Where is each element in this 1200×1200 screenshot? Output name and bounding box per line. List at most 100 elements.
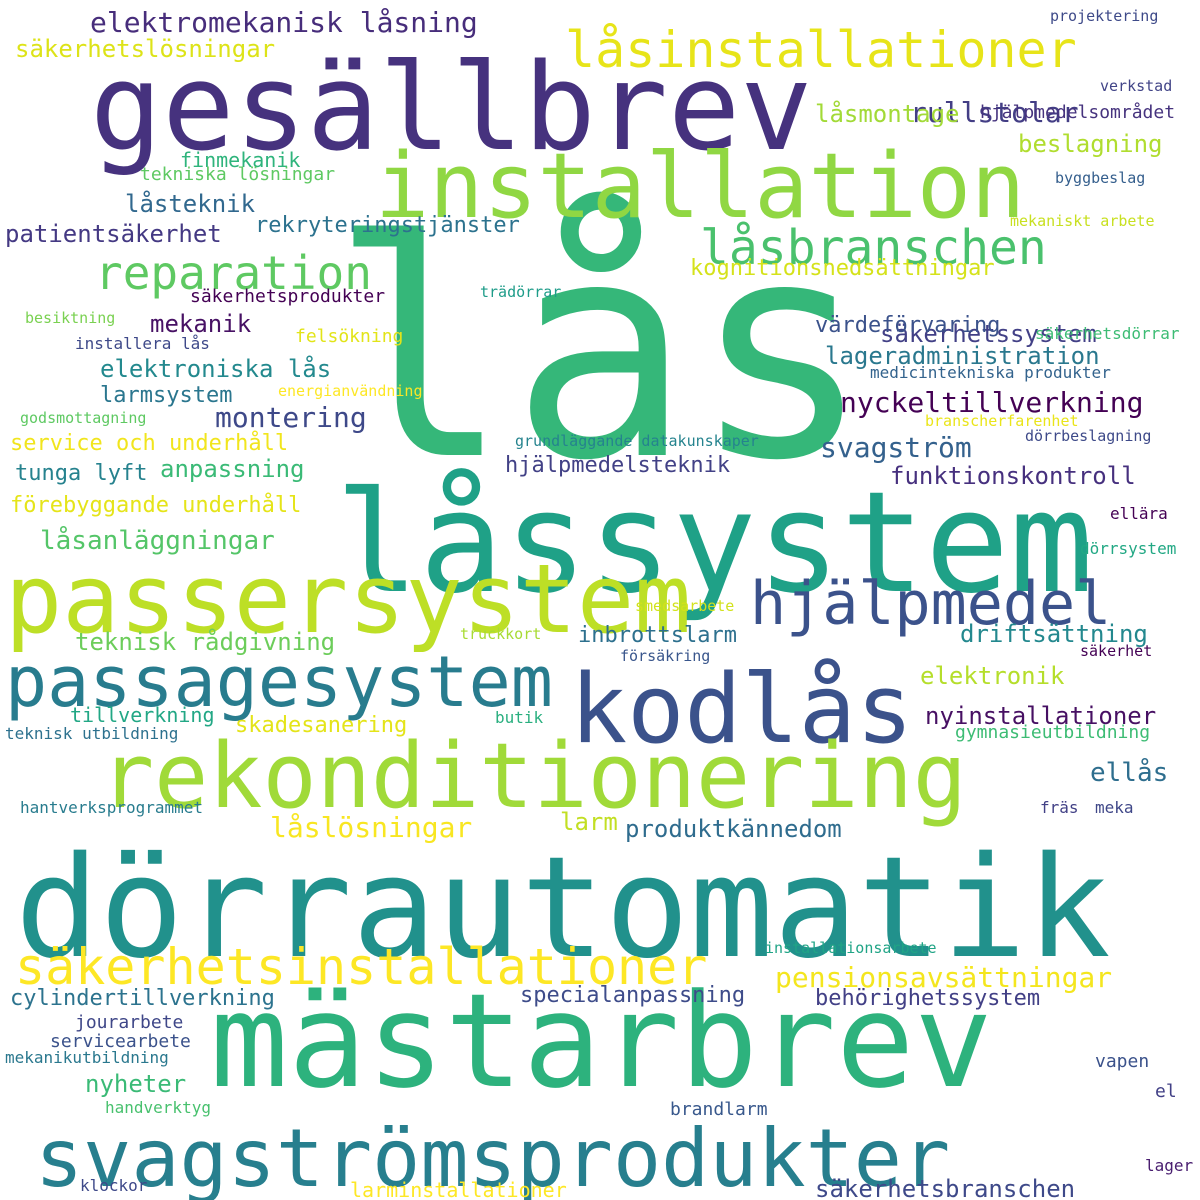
cloud-word: mekanik — [150, 310, 252, 338]
cloud-word: butik — [495, 708, 544, 727]
cloud-word: nyheter — [85, 1070, 187, 1098]
cloud-word: elektromekanisk låsning — [90, 6, 478, 39]
cloud-word: teknisk utbildning — [5, 724, 179, 743]
cloud-word: svagströmsprodukter — [35, 1112, 951, 1200]
cloud-word: säkerhetslösningar — [15, 35, 276, 63]
cloud-word: installera lås — [75, 334, 210, 353]
cloud-word: låssystem — [335, 462, 1094, 625]
cloud-word: svagström — [820, 431, 972, 464]
cloud-word: vapen — [1095, 1051, 1150, 1072]
cloud-word: el — [1155, 1081, 1177, 1102]
cloud-word: gesällbrev — [90, 39, 813, 178]
cloud-word: finmekanik — [180, 148, 301, 172]
cloud-word: låsmontage — [815, 100, 960, 128]
cloud-word: tunga lyft — [15, 461, 148, 486]
cloud-word: service och underhåll — [10, 431, 289, 456]
cloud-word: truckkort — [460, 625, 542, 643]
cloud-word: låsbranschen — [700, 220, 1047, 276]
cloud-word: godsmottagning — [20, 409, 147, 427]
cloud-word: felsökning — [295, 326, 404, 347]
cloud-word: tillverkning — [70, 703, 215, 727]
cloud-word: dörrsystem — [1080, 539, 1177, 558]
cloud-word: hjälpmedelsteknik — [505, 453, 731, 478]
cloud-word: specialanpassning — [520, 983, 746, 1008]
cloud-word: installation — [375, 134, 1026, 239]
cloud-word: larmsystem — [100, 383, 233, 408]
cloud-word: funktionskontroll — [890, 462, 1136, 490]
cloud-word: försäkring — [620, 647, 711, 665]
cloud-word: medicintekniska produkter — [870, 363, 1111, 382]
cloud-word: cylindertillverkning — [10, 986, 275, 1011]
cloud-word: larm — [560, 808, 618, 836]
cloud-word: meka — [1095, 798, 1134, 817]
cloud-word: lageradministration — [825, 342, 1100, 370]
cloud-word: rekryteringstjänster — [255, 213, 520, 238]
cloud-word: hjälpmedelsområdet — [980, 102, 1176, 123]
cloud-word: projektering — [1050, 7, 1159, 25]
cloud-word: mästarbrev — [210, 965, 993, 1117]
cloud-word: verkstad — [1100, 77, 1173, 95]
cloud-word: nyinstallationer — [925, 702, 1157, 730]
cloud-word: pensionsavsättningar — [775, 961, 1113, 994]
cloud-word: ellära — [1110, 504, 1168, 523]
cloud-word: dörrautomatik — [15, 827, 1111, 990]
cloud-word: elektronik — [920, 662, 1065, 690]
cloud-word: behörighetssystem — [815, 986, 1041, 1011]
cloud-word: brandlarm — [670, 1099, 768, 1120]
cloud-word: produktkännedom — [625, 815, 842, 843]
cloud-word: servicearbete — [50, 1031, 191, 1052]
cloud-word: gymnasieutbildning — [955, 722, 1151, 743]
cloud-word: säkerhetsinstallationer — [15, 938, 708, 996]
cloud-word: smedsarbete — [635, 597, 735, 615]
cloud-word: ellås — [1090, 758, 1169, 788]
cloud-word: låsinstallationer — [565, 21, 1077, 79]
cloud-word: handverktyg — [105, 1098, 211, 1117]
cloud-word: lager — [1145, 1156, 1194, 1175]
cloud-word: larminstallationer — [350, 1178, 567, 1200]
cloud-word: passagesystem — [5, 641, 553, 723]
cloud-word: kodlås — [570, 655, 914, 765]
cloud-word: byggbeslag — [1055, 169, 1146, 187]
cloud-word: nyckeltillverkning — [840, 386, 1144, 419]
cloud-word: grundläggande datakunskaper — [515, 432, 759, 450]
cloud-word: hjälpmedel — [750, 569, 1112, 639]
cloud-word: rullstolar — [910, 96, 1079, 129]
cloud-word: hantverksprogrammet — [20, 798, 204, 817]
cloud-word: skadesanering — [235, 713, 408, 738]
cloud-word: mekanikutbildning — [5, 1048, 169, 1067]
cloud-word: elektroniska lås — [100, 355, 332, 383]
cloud-word: mekaniskt arbete — [1010, 212, 1155, 230]
cloud-word: teknisk rådgivning — [75, 628, 336, 656]
cloud-word: montering — [215, 401, 367, 434]
cloud-word: patientsäkerhet — [5, 220, 222, 248]
cloud-word: lås — [330, 177, 872, 526]
cloud-word: inbrottslarm — [578, 623, 737, 648]
cloud-word: driftsättning — [960, 620, 1148, 648]
cloud-word: kognitionsnedsättningar — [690, 256, 995, 281]
cloud-word: dörrbeslagning — [1025, 427, 1152, 445]
cloud-word: fräs — [1040, 798, 1079, 817]
cloud-word: branscherfarenhet — [925, 412, 1079, 430]
cloud-word: passersystem — [5, 545, 692, 655]
cloud-word: värdeförvaring — [815, 313, 1001, 338]
cloud-word: anpassning — [160, 455, 305, 483]
cloud-word: låsanläggningar — [40, 526, 275, 556]
cloud-word: jourarbete — [75, 1012, 184, 1033]
cloud-word: säkerhetssystem — [880, 320, 1097, 348]
cloud-word: säkerhet — [1080, 642, 1153, 660]
cloud-word: klockor — [80, 1176, 148, 1195]
cloud-word: säkerhetsprodukter — [190, 286, 386, 307]
cloud-word: säkerhetsbranschen — [815, 1175, 1076, 1200]
cloud-word: trädörrar — [480, 283, 562, 301]
cloud-word: rekonditionering — [100, 724, 967, 829]
cloud-word: låsteknik — [125, 190, 256, 218]
cloud-word: säkerhetsdörrar — [1035, 324, 1180, 343]
cloud-word: installationsarbete — [765, 939, 937, 957]
cloud-word: reparation — [95, 246, 372, 300]
cloud-word: förebyggande underhåll — [10, 493, 302, 518]
cloud-word: tekniska lösningar — [140, 164, 336, 185]
cloud-word: låslösningar — [270, 811, 473, 844]
cloud-word: beslagning — [1018, 130, 1163, 158]
cloud-word: energianvändning — [278, 382, 423, 400]
